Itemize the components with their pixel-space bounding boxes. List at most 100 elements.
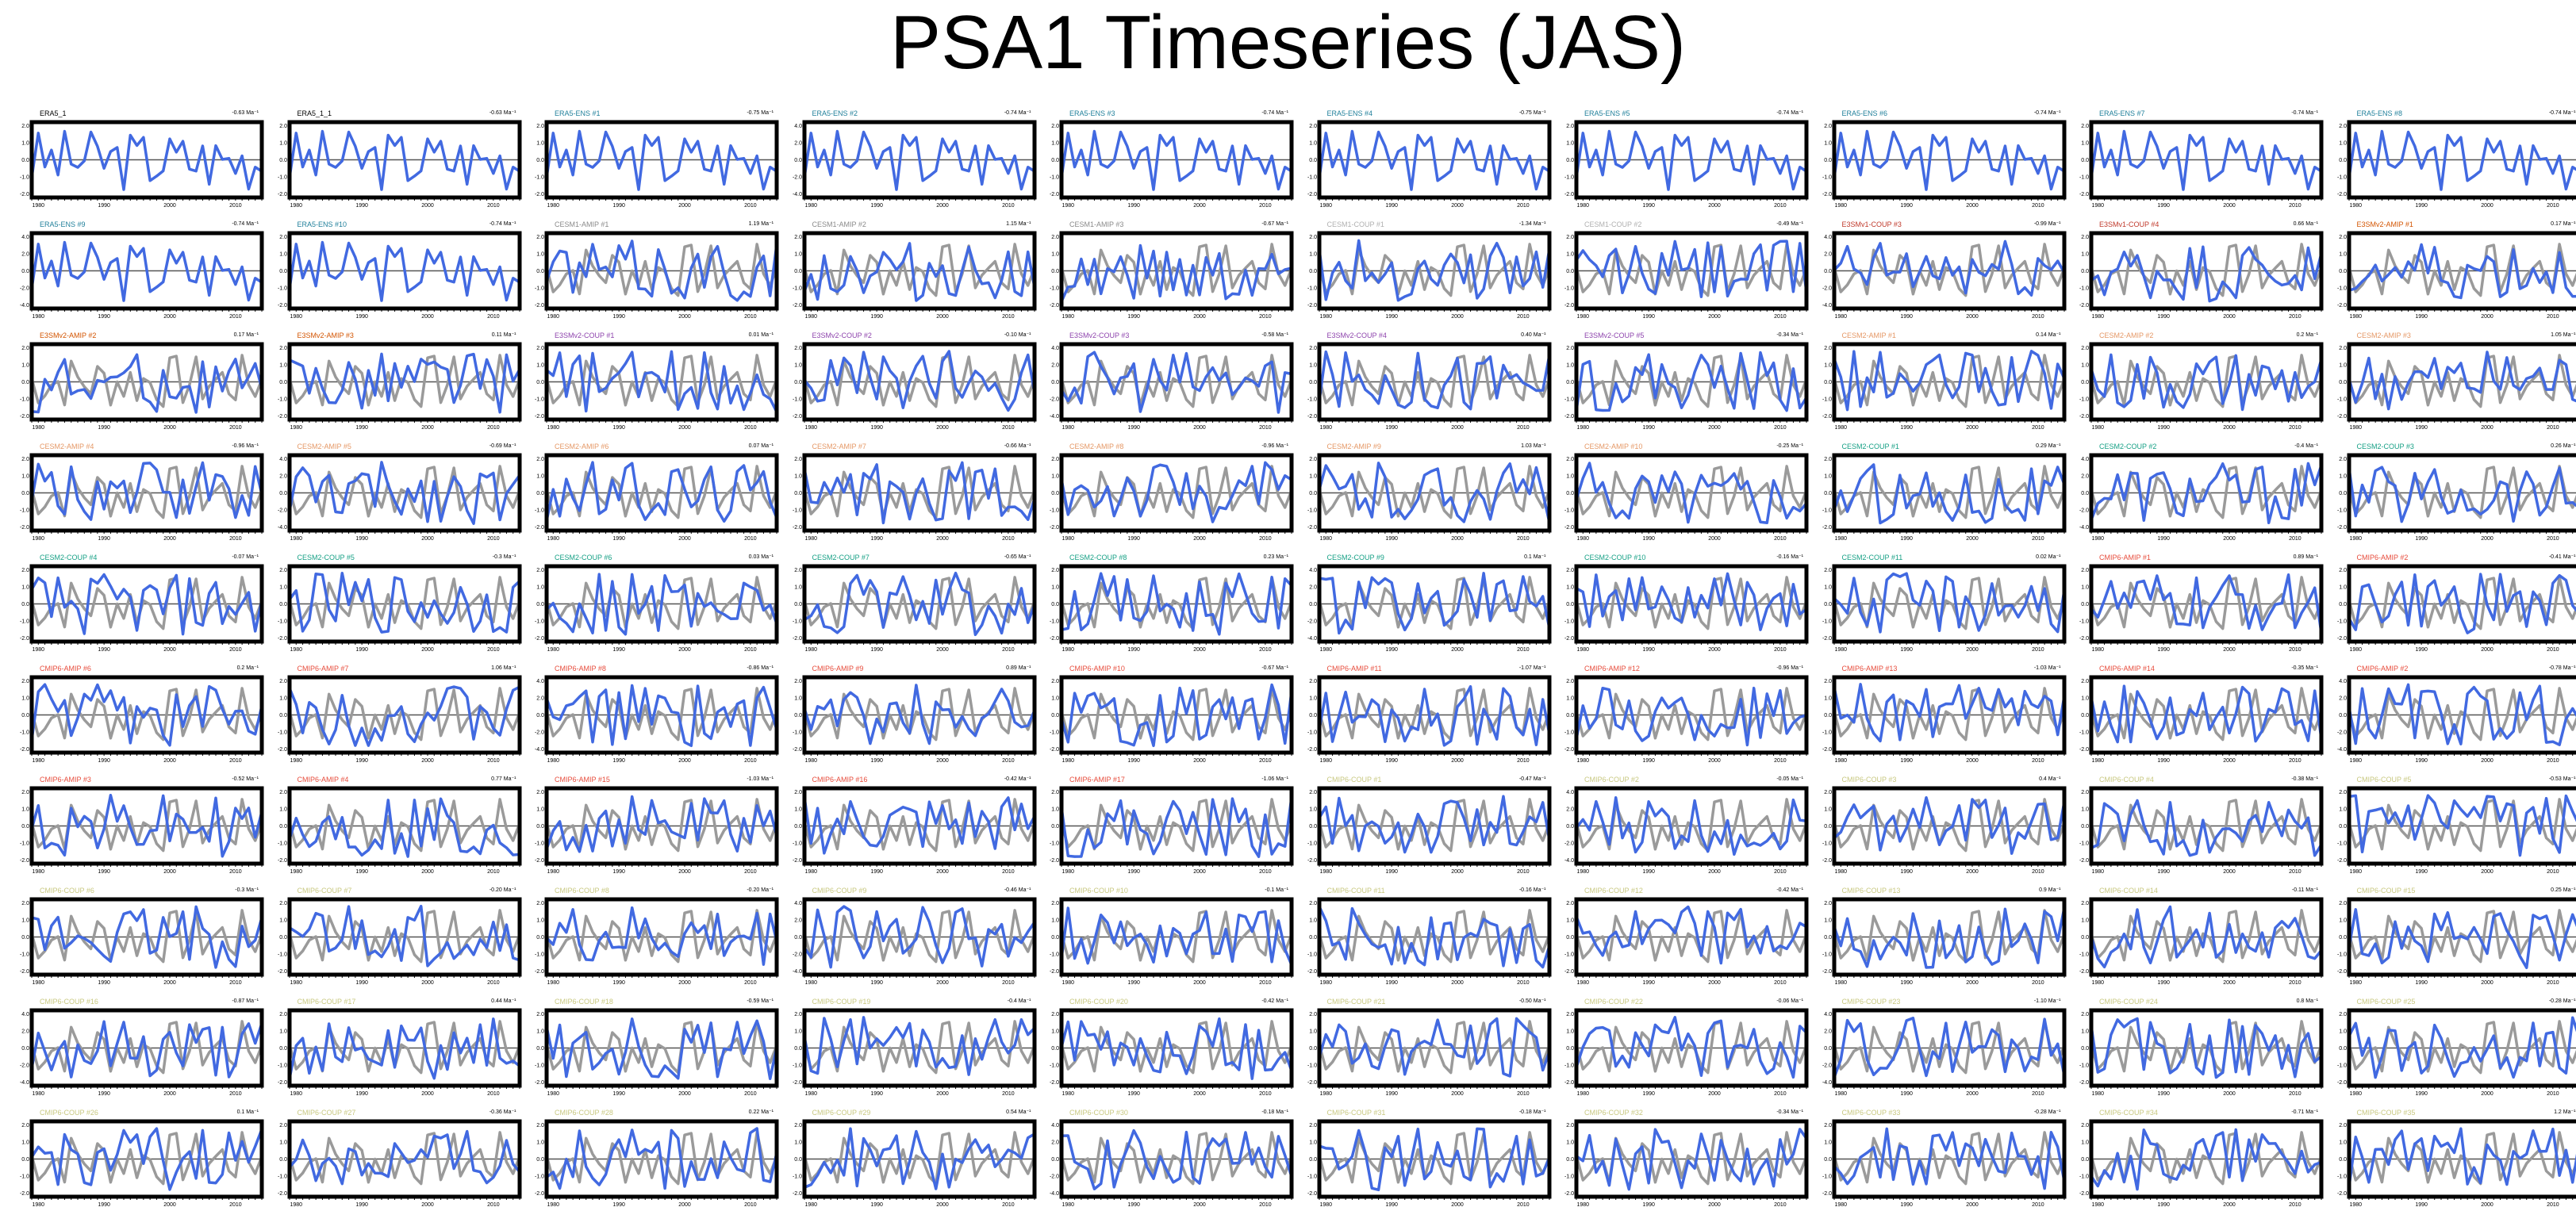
x-tick-label: 2010	[229, 758, 242, 764]
panel-trend-label: -0.3 Ma⁻¹	[492, 554, 516, 560]
y-tick-label: 1.0	[279, 918, 287, 923]
panel-label: CMIP6-COUP #29	[812, 1109, 871, 1117]
series-line-member	[1061, 1128, 1293, 1191]
x-tick-label: 2010	[229, 647, 242, 653]
x-tick-label: 1990	[98, 869, 110, 875]
panel-trend-label: -0.66 Ma⁻¹	[1004, 443, 1031, 449]
x-tick-label: 2010	[1774, 647, 1787, 653]
x-tick-label: 1980	[1834, 647, 1847, 653]
x-tick-label: 2000	[421, 425, 434, 431]
panel-label: CMIP6-AMIP #3	[40, 776, 91, 784]
x-tick-label: 2010	[1259, 536, 1272, 542]
panel-trend-label: -1.03 Ma⁻¹	[747, 776, 774, 782]
x-tick-label: 2010	[1002, 1091, 1015, 1097]
x-tick-label: 2000	[1966, 1091, 1979, 1097]
chart-panel: CESM2-AMIP #8 -0.96 Ma⁻¹ 2.0 1.0 0.0 -1.0 -2.0…	[1050, 443, 1294, 545]
x-tick-label: 1980	[32, 536, 44, 542]
x-tick-label: 2000	[1451, 647, 1464, 653]
x-tick-label: 2000	[678, 1202, 691, 1208]
x-tick-label: 2000	[421, 980, 434, 986]
y-tick-label: 0.0	[1566, 1046, 1574, 1052]
x-tick-label: 2000	[2481, 536, 2493, 542]
panel-trend-label: 0.03 Ma⁻¹	[748, 554, 774, 560]
chart-panel: E3SMv2-COUP #2 -0.10 Ma⁻¹ 2.0 1.0 0.0 -1.0 -2.…	[792, 331, 1036, 434]
panel-trend-label: -0.74 Ma⁻¹	[2033, 110, 2061, 116]
series-line-member	[30, 461, 263, 521]
x-tick-label: 1990	[1900, 869, 1913, 875]
chart-panel: CESM2-AMIP #4 -0.96 Ma⁻¹ 2.0 1.0 0.0 -1.0 -2.0…	[20, 443, 264, 545]
y-tick-label: 2.0	[2081, 679, 2089, 684]
x-tick-label: 1990	[355, 758, 368, 764]
chart-panel: CMIP6-AMIP #8 -0.86 Ma⁻¹ 4.0 2.0 0.0 -2.0 -4.0…	[535, 665, 779, 767]
y-tick-label: 2.0	[794, 918, 802, 923]
panel-label: E3SMv2-COUP #1	[555, 331, 615, 339]
y-tick-label: -1.0	[1307, 730, 1316, 736]
panel-trend-label: -0.34 Ma⁻¹	[1776, 332, 1803, 338]
x-tick-label: 1990	[1900, 1091, 1913, 1097]
x-tick-label: 2000	[163, 314, 176, 320]
y-tick-label: 1.0	[794, 584, 802, 590]
panel-label: CESM2-COUP #8	[1069, 554, 1127, 561]
x-tick-label: 1980	[32, 314, 44, 320]
series-line-member	[1833, 239, 2066, 297]
series-line-member	[803, 350, 1036, 412]
x-tick-label: 1990	[870, 203, 883, 209]
x-tick-label: 1990	[98, 1202, 110, 1208]
y-tick-label: -1.0	[1050, 619, 1059, 625]
x-tick-label: 1990	[612, 1202, 625, 1208]
y-tick-label: 0.0	[21, 491, 29, 496]
series-line-member	[288, 571, 520, 634]
x-tick-label: 1990	[612, 203, 625, 209]
x-tick-label: 1990	[870, 425, 883, 431]
x-tick-label: 1990	[1642, 425, 1655, 431]
y-tick-label: -1.0	[2336, 1063, 2346, 1069]
plot-frame	[1317, 453, 1551, 533]
panel-trend-label: 0.01 Ma⁻¹	[748, 332, 774, 338]
series-line-reference	[30, 576, 263, 630]
chart-panel: CMIP6-AMIP #1 0.89 Ma⁻¹ 2.0 1.0 0.0 -1.0 -2.0 1…	[2079, 554, 2324, 656]
panel-label: CESM2-COUP #10	[1584, 554, 1646, 561]
series-line-reference	[1060, 1020, 1293, 1075]
y-tick-label: 4.0	[794, 124, 802, 129]
y-tick-label: 0.0	[1309, 269, 1317, 274]
panel-label: CMIP6-COUP #27	[297, 1109, 356, 1117]
panel-label: ERA5-ENS #6	[1841, 109, 1888, 117]
x-tick-label: 1990	[1385, 1091, 1398, 1097]
x-tick-label: 2010	[2032, 980, 2044, 986]
x-tick-label: 2000	[1193, 425, 1206, 431]
x-tick-label: 1980	[1319, 758, 1332, 764]
x-tick-label: 1990	[98, 203, 110, 209]
chart-panel: CESM2-COUP #7 -0.65 Ma⁻¹ 2.0 1.0 0.0 -1.0 -2.0…	[792, 554, 1036, 656]
plot-frame	[29, 564, 264, 644]
y-tick-label: 1.0	[1824, 918, 1832, 923]
chart-panel: CESM2-COUP #11 0.02 Ma⁻¹ 2.0 1.0 0.0 -1.0 -2.0…	[1822, 554, 2066, 656]
series-line-reference	[1575, 687, 1808, 741]
y-tick-label: 0.0	[1051, 824, 1059, 830]
y-tick-label: -2.0	[2079, 1080, 2089, 1086]
y-tick-label: -2.0	[535, 303, 544, 308]
series-line-member	[2347, 1016, 2576, 1079]
chart-panel: CESM2-COUP #6 0.03 Ma⁻¹ 2.0 1.0 0.0 -1.0 -2.0 1…	[535, 554, 779, 656]
y-tick-label: -1.0	[1307, 397, 1316, 403]
chart-panel: CESM2-COUP #10 -0.16 Ma⁻¹ 2.0 1.0 0.0 -1.0 -2.…	[1564, 554, 1809, 656]
x-tick-label: 2010	[1259, 1202, 1272, 1208]
panel-label: CESM2-COUP #5	[297, 554, 355, 561]
y-tick-label: -4.0	[792, 969, 801, 975]
x-tick-label: 2010	[1517, 869, 1530, 875]
panel-trend-label: -0.63 Ma⁻¹	[232, 110, 259, 116]
x-tick-label: 2000	[2223, 1091, 2236, 1097]
x-tick-label: 1990	[98, 1091, 110, 1097]
x-tick-label: 1980	[1061, 425, 1074, 431]
x-tick-label: 2010	[229, 980, 242, 986]
panel-trend-label: -0.53 Ma⁻¹	[2548, 776, 2576, 782]
plot-frame	[29, 786, 264, 866]
panel-trend-label: -0.96 Ma⁻¹	[1261, 443, 1288, 449]
